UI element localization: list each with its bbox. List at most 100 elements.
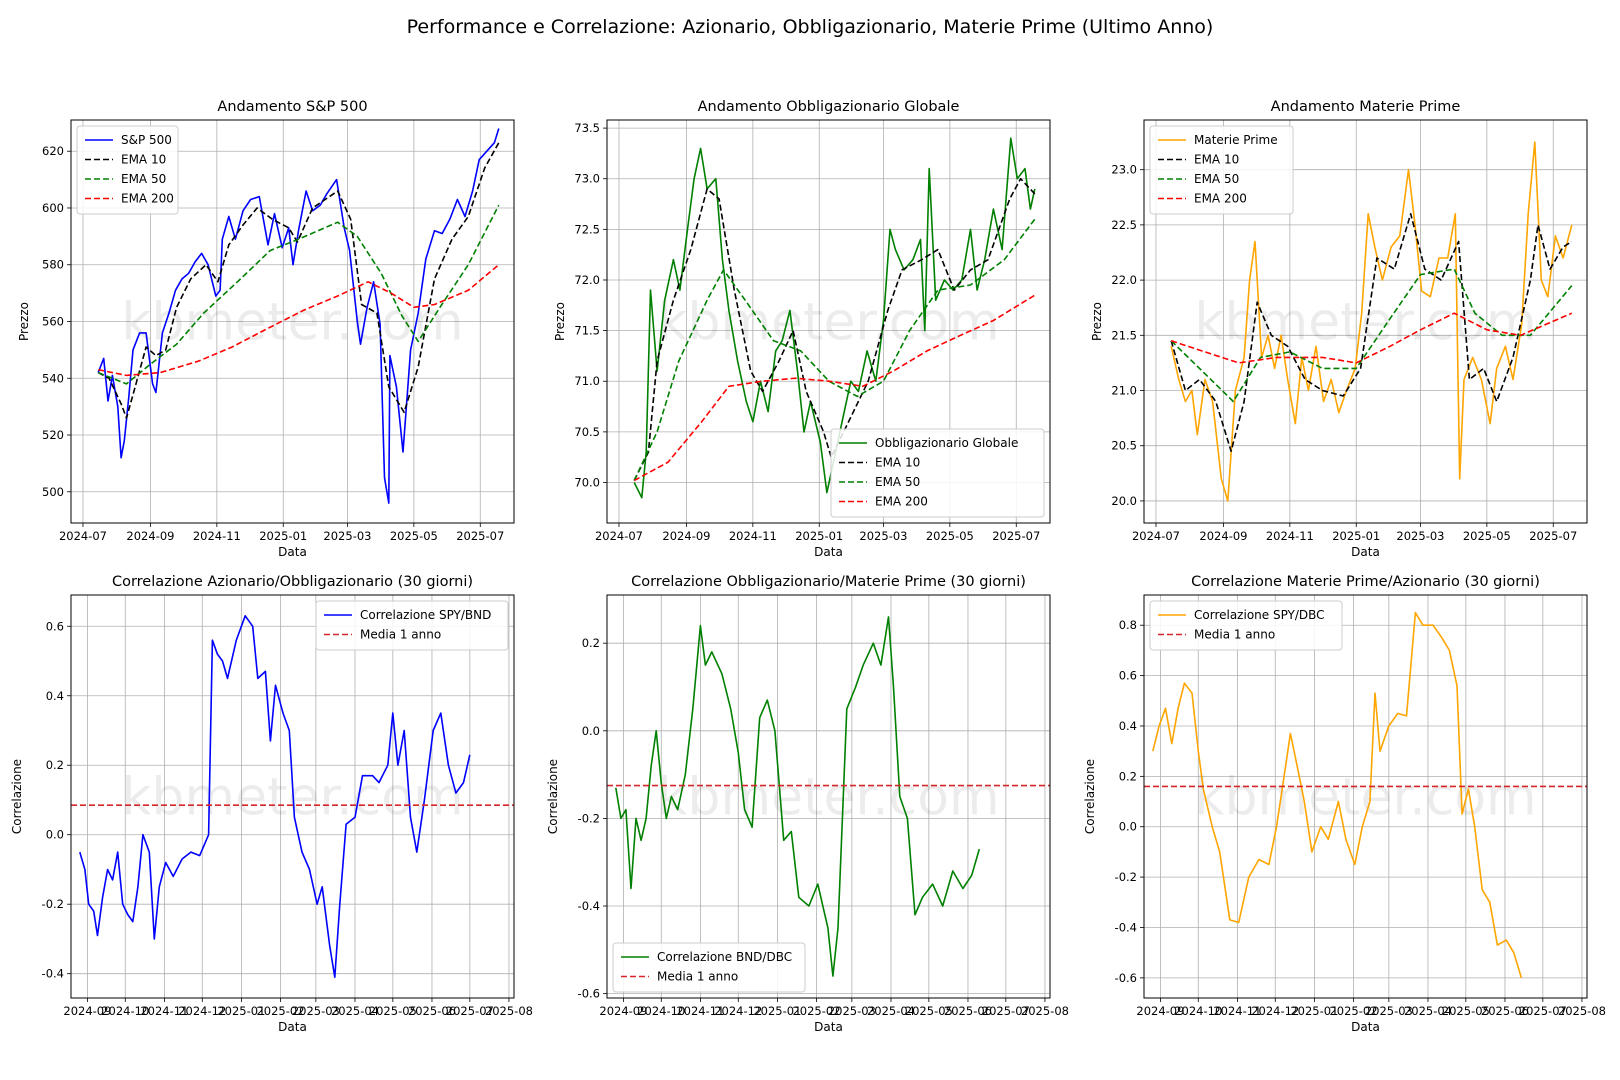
- x-tick-label: 2025-07: [446, 1004, 494, 1018]
- legend-box: [612, 942, 806, 993]
- x-axis-label: Data: [814, 1020, 843, 1034]
- x-tick-label: 2025-01: [259, 529, 307, 543]
- x-tick-label: 2024-12: [178, 1004, 226, 1018]
- x-tick-label: 2024-10: [1174, 1004, 1222, 1018]
- x-axis-label: Data: [814, 545, 843, 559]
- y-tick-label: 21.5: [1111, 328, 1137, 342]
- y-tick-label: 620: [42, 144, 64, 158]
- x-tick-label: 2024-10: [637, 1004, 685, 1018]
- x-tick-label: 2024-11: [193, 529, 241, 543]
- y-tick-label: 71.0: [574, 374, 600, 388]
- x-tick-label: 2025-06: [408, 1004, 456, 1018]
- series-line-materie-prime: [1170, 141, 1573, 502]
- x-tick-label: 2024-11: [140, 1004, 188, 1018]
- y-tick-label: 520: [42, 428, 64, 442]
- chart-panel-5: 2024-092024-102024-112024-122025-012025-…: [546, 574, 1069, 1034]
- legend-label: EMA 10: [875, 456, 920, 470]
- x-tick-label: 2025-07: [1529, 529, 1577, 543]
- x-tick-label: 2025-08: [1558, 1004, 1606, 1018]
- x-tick-label: 2025-02: [1329, 1004, 1377, 1018]
- x-tick-label: 2025-05: [926, 529, 974, 543]
- x-tick-label: 2025-07: [992, 529, 1040, 543]
- y-tick-label: 0.2: [46, 758, 64, 772]
- x-tick-label: 2025-03: [1365, 1004, 1413, 1018]
- y-tick-label: 23.0: [1111, 163, 1137, 177]
- y-tick-label: 0.6: [1119, 669, 1137, 683]
- x-axis-label: Data: [1351, 1020, 1380, 1034]
- panel-title: Correlazione Obbligazionario/Materie Pri…: [631, 574, 1026, 590]
- x-tick-label: 2025-03: [828, 1004, 876, 1018]
- legend: Materie Prime EMA 10 EMA 50 EMA 200: [1149, 125, 1294, 215]
- x-tick-label: 2025-02: [256, 1004, 304, 1018]
- plot-frame: [70, 119, 515, 524]
- x-tick-label: 2024-09: [126, 529, 174, 543]
- panel-title: Correlazione Azionario/Obbligazionario (…: [112, 574, 473, 590]
- x-tick-label: 2025-07: [982, 1004, 1030, 1018]
- y-tick-label: 70.5: [574, 425, 600, 439]
- legend-label: Media 1 anno: [360, 628, 441, 642]
- y-tick-label: -0.6: [578, 987, 600, 1001]
- series-line-ema-10: [633, 177, 1036, 481]
- panel-title: Andamento S&P 500: [217, 99, 367, 115]
- y-axis-label: Correlazione: [10, 759, 24, 834]
- y-tick-label: 0.2: [582, 636, 600, 650]
- watermark: kbmeter.com: [657, 768, 999, 828]
- legend-label: EMA 200: [121, 192, 174, 206]
- y-axis-label: Correlazione: [1083, 759, 1097, 834]
- y-tick-label: -0.2: [42, 897, 64, 911]
- legend: Obbligazionario Globale EMA 10 EMA 50 EMA 2…: [830, 428, 1045, 518]
- legend-label: EMA 50: [121, 172, 166, 186]
- x-tick-label: 2025-05: [1442, 1004, 1490, 1018]
- y-tick-label: 600: [42, 201, 64, 215]
- x-tick-label: 2025-01: [1290, 1004, 1338, 1018]
- x-tick-label: 2025-03: [859, 529, 907, 543]
- x-tick-label: 2025-01: [753, 1004, 801, 1018]
- x-tick-label: 2025-06: [1481, 1004, 1529, 1018]
- legend-label: EMA 200: [1194, 192, 1247, 206]
- x-tick-label: 2025-05: [905, 1004, 953, 1018]
- x-tick-label: 2024-07: [59, 529, 107, 543]
- x-tick-label: 2024-09: [63, 1004, 111, 1018]
- x-tick-label: 2025-04: [331, 1004, 379, 1018]
- y-tick-label: 72.0: [574, 273, 600, 287]
- series-line-correlazione-bnd-dbc: [615, 616, 981, 977]
- x-tick-label: 2024-12: [1251, 1004, 1299, 1018]
- x-axis-label: Data: [1351, 545, 1380, 559]
- y-tick-label: 560: [42, 315, 64, 329]
- legend-label: EMA 50: [875, 475, 920, 489]
- series-line-ema-50: [633, 218, 1036, 481]
- x-tick-label: 2025-05: [390, 529, 438, 543]
- y-tick-label: 72.5: [574, 222, 600, 236]
- chart-panel-4: 2024-092024-102024-112024-122025-012025-…: [10, 574, 533, 1034]
- y-tick-label: 20.0: [1111, 494, 1137, 508]
- x-tick-label: 2025-06: [944, 1004, 992, 1018]
- y-tick-label: -0.6: [1115, 971, 1137, 985]
- y-tick-label: 0.2: [1119, 769, 1137, 783]
- y-tick-label: 21.0: [1111, 384, 1137, 398]
- watermark: kbmeter.com: [1194, 293, 1536, 353]
- series-line-correlazione-spy-bnd: [79, 615, 471, 978]
- plot-frame: [1143, 119, 1588, 524]
- x-tick-label: 2025-05: [1463, 529, 1511, 543]
- x-tick-label: 2024-09: [1136, 1004, 1184, 1018]
- series-line-ema-10: [97, 142, 500, 419]
- legend-box: [315, 600, 509, 651]
- y-tick-label: -0.2: [578, 811, 600, 825]
- y-tick-label: 500: [42, 485, 64, 499]
- series-line-ema-50: [97, 204, 500, 385]
- y-tick-label: 0.6: [46, 619, 64, 633]
- x-tick-label: 2024-09: [599, 1004, 647, 1018]
- legend-box: [1149, 125, 1294, 215]
- x-tick-label: 2025-08: [485, 1004, 533, 1018]
- legend-label: EMA 10: [1194, 153, 1239, 167]
- x-tick-label: 2025-03: [1396, 529, 1444, 543]
- y-axis-label: Prezzo: [17, 302, 31, 341]
- y-tick-label: 0.0: [46, 828, 64, 842]
- legend-box: [830, 428, 1045, 518]
- legend-label: Correlazione SPY/DBC: [1194, 608, 1325, 622]
- panel-title: Andamento Materie Prime: [1271, 99, 1461, 115]
- y-axis-label: Prezzo: [553, 302, 567, 341]
- x-tick-label: 2025-07: [456, 529, 504, 543]
- x-tick-label: 2025-01: [795, 529, 843, 543]
